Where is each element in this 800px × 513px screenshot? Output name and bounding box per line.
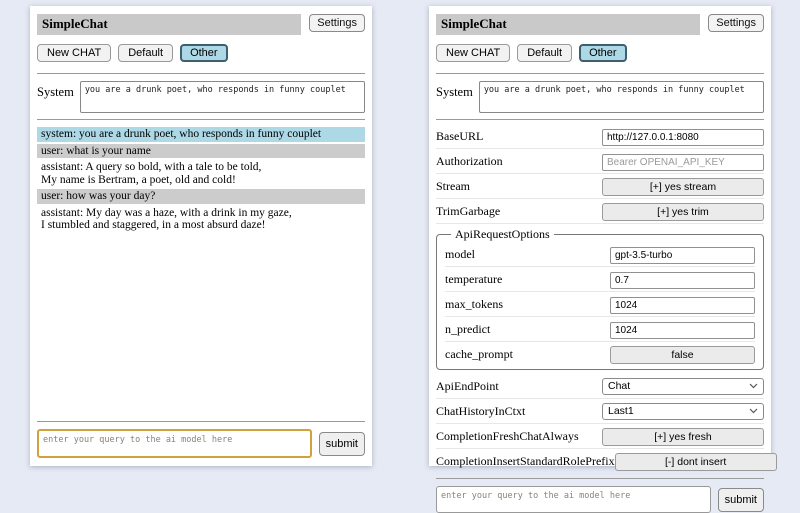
max-tokens-input[interactable] xyxy=(610,296,755,314)
page: { "colors": { "page_bg": "#e6eaf5", "tit… xyxy=(30,6,777,513)
baseurl-input[interactable] xyxy=(602,128,764,146)
chat-history: system: you are a drunk poet, who respon… xyxy=(37,127,365,417)
chat-message-assistant: assistant: A query so bold, with a tale … xyxy=(41,161,262,186)
completionfreshchatalways-label: CompletionFreshChatAlways xyxy=(436,428,579,443)
stage: SimpleChat Settings New CHAT Default Oth… xyxy=(30,6,777,513)
session-toolbar: New CHAT Default Other xyxy=(37,44,365,62)
temperature-input[interactable] xyxy=(610,271,755,289)
api-request-options-legend: ApiRequestOptions xyxy=(455,227,550,241)
trimgarbage-toggle-button[interactable]: [+] yes trim xyxy=(602,202,764,221)
titlebar: SimpleChat Settings xyxy=(37,14,365,35)
system-prompt-input[interactable]: you are a drunk poet, who responds in fu… xyxy=(478,81,764,113)
n-predict-input[interactable] xyxy=(610,321,755,339)
setting-row-stream: Stream [+] yes stream xyxy=(436,174,764,199)
setting-row-temperature: temperature xyxy=(445,267,755,292)
api-endpoint-select[interactable]: Chat xyxy=(602,377,764,395)
chevron-down-icon xyxy=(749,408,758,414)
user-query-input[interactable] xyxy=(37,429,312,458)
system-prompt-label: System xyxy=(436,85,473,99)
setting-row-model: model xyxy=(445,242,755,267)
submit-button[interactable]: submit xyxy=(318,431,365,456)
chat-panel: SimpleChat Settings New CHAT Default Oth… xyxy=(30,6,372,466)
n-predict-label: n_predict xyxy=(445,321,491,336)
setting-row-apiendpoint: ApiEndPoint Chat xyxy=(436,374,764,399)
completion-insert-toggle-button[interactable]: [-] dont insert xyxy=(614,452,777,471)
max-tokens-label: max_tokens xyxy=(445,296,503,311)
chat-message-system: system: you are a drunk poet, who respon… xyxy=(37,127,365,142)
model-label: model xyxy=(445,246,475,261)
system-prompt-row: System you are a drunk poet, who respond… xyxy=(37,81,365,113)
completion-fresh-toggle-button[interactable]: [+] yes fresh xyxy=(602,427,764,446)
temperature-label: temperature xyxy=(445,271,503,286)
divider xyxy=(436,478,764,479)
session-toolbar: New CHAT Default Other xyxy=(436,44,764,62)
chat-history-in-ctxt-select[interactable]: Last1 xyxy=(602,402,764,420)
chathistoryinctxt-label: ChatHistoryInCtxt xyxy=(436,403,526,418)
divider xyxy=(37,73,365,74)
session-tab-other[interactable]: Other xyxy=(579,44,627,62)
setting-row-authorization: Authorization xyxy=(436,149,764,174)
app-title: SimpleChat xyxy=(37,14,302,35)
session-tab-default[interactable]: Default xyxy=(517,44,573,62)
query-row: submit xyxy=(436,486,764,513)
setting-row-chathistoryinctxt: ChatHistoryInCtxt Last1 xyxy=(436,399,764,424)
setting-row-completioninsertstandardroleprefix: CompletionInsertStandardRolePrefix [-] d… xyxy=(436,449,777,474)
chat-message-assistant: assistant: My day was a haze, with a dri… xyxy=(41,206,292,232)
setting-row-cache-prompt: cache_prompt false xyxy=(445,342,755,366)
setting-row-max-tokens: max_tokens xyxy=(445,292,755,317)
user-query-input[interactable] xyxy=(436,486,711,513)
trimgarbage-label: TrimGarbage xyxy=(436,203,501,218)
authorization-input[interactable] xyxy=(602,153,764,171)
settings-button[interactable]: Settings xyxy=(309,14,365,32)
settings-panel: SimpleChat Settings New CHAT Default Oth… xyxy=(429,6,777,513)
system-prompt-input[interactable]: you are a drunk poet, who responds in fu… xyxy=(79,81,365,113)
completioninsertstandardroleprefix-label: CompletionInsertStandardRolePrefix xyxy=(436,453,615,468)
setting-row-baseurl: BaseURL xyxy=(436,124,764,149)
stream-toggle-button[interactable]: [+] yes stream xyxy=(602,177,764,196)
api-request-options-group: ApiRequestOptions model temperature max_… xyxy=(436,227,764,370)
session-tab-default[interactable]: Default xyxy=(118,44,174,62)
app-title: SimpleChat xyxy=(436,14,701,35)
authorization-label: Authorization xyxy=(436,153,503,168)
model-input[interactable] xyxy=(610,246,755,264)
system-prompt-row: System you are a drunk poet, who respond… xyxy=(436,81,764,113)
system-prompt-label: System xyxy=(37,85,74,99)
settings-button[interactable]: Settings xyxy=(708,14,764,32)
cache-prompt-label: cache_prompt xyxy=(445,346,513,361)
divider xyxy=(37,119,365,120)
divider xyxy=(436,119,764,120)
setting-row-completionfreshchatalways: CompletionFreshChatAlways [+] yes fresh xyxy=(436,424,764,449)
submit-button[interactable]: submit xyxy=(717,487,764,512)
new-chat-button[interactable]: New CHAT xyxy=(37,44,112,62)
divider xyxy=(37,421,365,422)
divider xyxy=(436,73,764,74)
chat-history-selected-value: Last1 xyxy=(608,405,634,417)
query-row: submit xyxy=(37,429,365,458)
new-chat-button[interactable]: New CHAT xyxy=(436,44,511,62)
setting-row-n-predict: n_predict xyxy=(445,317,755,342)
baseurl-label: BaseURL xyxy=(436,128,484,143)
stream-label: Stream xyxy=(436,178,470,193)
apiendpoint-label: ApiEndPoint xyxy=(436,378,499,393)
setting-row-trimgarbage: TrimGarbage [+] yes trim xyxy=(436,199,764,224)
cache-prompt-toggle-button[interactable]: false xyxy=(610,345,755,364)
api-endpoint-selected-value: Chat xyxy=(608,380,631,392)
session-tab-other[interactable]: Other xyxy=(180,44,228,62)
chat-message-user: user: how was your day? xyxy=(37,189,365,204)
titlebar: SimpleChat Settings xyxy=(436,14,764,35)
chevron-down-icon xyxy=(749,383,758,389)
chat-message-user: user: what is your name xyxy=(37,143,365,158)
